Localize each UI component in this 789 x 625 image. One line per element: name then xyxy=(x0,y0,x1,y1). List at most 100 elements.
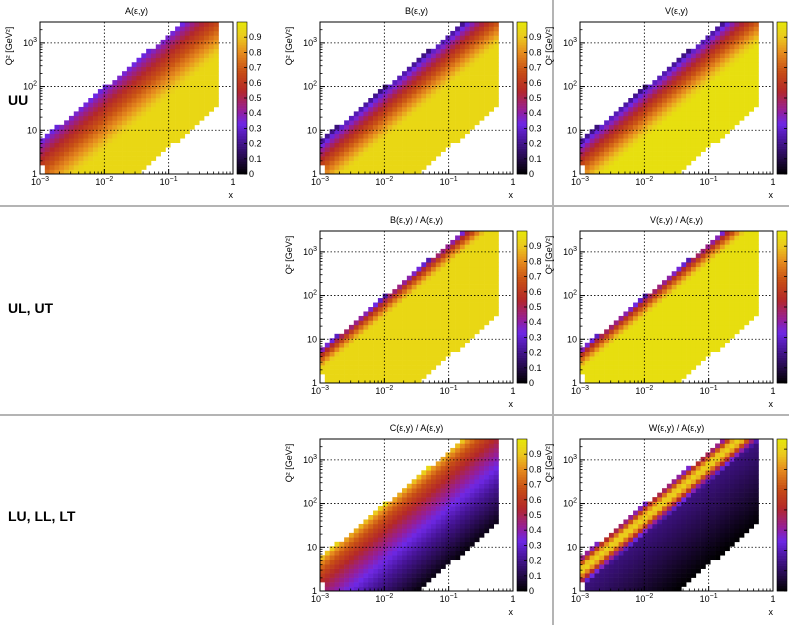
heatmap-cell xyxy=(102,156,108,161)
heatmap-cell xyxy=(455,102,461,108)
heatmap-cell xyxy=(353,577,359,583)
heatmap-cell xyxy=(406,124,412,130)
heatmap-cell xyxy=(122,129,128,135)
heatmap-cell xyxy=(652,329,658,335)
heatmap-cell xyxy=(440,75,446,81)
heatmap-cell xyxy=(753,71,759,76)
heatmap-cell xyxy=(382,84,388,90)
heatmap-cell xyxy=(681,53,687,59)
heatmap-cell xyxy=(387,307,393,312)
heatmap-cell xyxy=(748,89,755,94)
heatmap-cell xyxy=(633,165,639,170)
heatmap-cell xyxy=(753,231,759,236)
heatmap-cell xyxy=(666,160,672,166)
heatmap-cell xyxy=(464,289,470,294)
heatmap-cell xyxy=(348,133,355,139)
heatmap-cell xyxy=(724,57,730,63)
heatmap-cell xyxy=(402,315,408,321)
heatmap-cell xyxy=(435,523,441,529)
heatmap-cell xyxy=(189,120,195,126)
heatmap-cell xyxy=(686,275,692,281)
heatmap-cell xyxy=(382,142,388,148)
heatmap-cell xyxy=(435,57,441,63)
heatmap-cell xyxy=(652,106,658,112)
heatmap-cell xyxy=(102,115,108,121)
heatmap-cell xyxy=(589,347,595,353)
heatmap-cell xyxy=(373,564,379,569)
heatmap-cell xyxy=(719,39,726,45)
heatmap-cell xyxy=(406,360,412,366)
heatmap-cell xyxy=(440,488,446,493)
heatmap-cell xyxy=(700,106,706,112)
heatmap-cell xyxy=(594,151,600,157)
heatmap-cell xyxy=(589,165,595,170)
heatmap-cell xyxy=(710,66,716,72)
heatmap-cell xyxy=(373,582,379,587)
heatmap-cell xyxy=(416,289,422,294)
heatmap-cell xyxy=(368,582,374,587)
heatmap-cell xyxy=(700,62,706,68)
heatmap-cell xyxy=(690,89,697,94)
heatmap-cell xyxy=(484,44,490,50)
color-bar-step xyxy=(517,27,527,30)
heatmap-cell xyxy=(459,102,466,108)
heatmap-cell xyxy=(392,365,398,370)
heatmap-cell xyxy=(618,342,624,348)
heatmap-cell xyxy=(647,365,653,370)
heatmap-cell xyxy=(618,147,624,152)
color-bar-step xyxy=(517,327,527,331)
color-bar-step xyxy=(517,57,527,61)
heatmap-cell xyxy=(729,71,735,76)
heatmap-cell xyxy=(440,44,446,50)
color-bar-step xyxy=(517,98,527,101)
heatmap-cell xyxy=(334,586,340,592)
heatmap-cell xyxy=(377,532,384,538)
heatmap-cell xyxy=(368,586,374,592)
heatmap-cell xyxy=(102,98,108,103)
heatmap-cell xyxy=(382,111,388,117)
heatmap-cell xyxy=(406,147,412,152)
z-tick-label: 0.7 xyxy=(249,63,262,73)
heatmap-cell xyxy=(618,378,624,384)
heatmap-cell xyxy=(464,257,470,263)
heatmap-cell xyxy=(719,262,726,268)
heatmap-cell xyxy=(734,289,740,294)
heatmap-cell xyxy=(647,129,653,135)
heatmap-cell xyxy=(647,160,653,166)
heatmap-cell xyxy=(671,89,677,94)
heatmap-cell xyxy=(155,106,161,112)
heatmap-cell xyxy=(734,39,740,45)
heatmap-cell xyxy=(657,169,663,175)
heatmap-cell xyxy=(353,555,359,561)
color-bar-step xyxy=(777,367,787,371)
heatmap-cell xyxy=(435,98,441,103)
heatmap-cell xyxy=(652,151,658,157)
heatmap-cell xyxy=(170,93,176,99)
heatmap-cell xyxy=(430,156,437,161)
heatmap-cell xyxy=(445,275,451,281)
heatmap-cell xyxy=(676,347,682,353)
heatmap-cell xyxy=(474,53,480,59)
heatmap-cell xyxy=(445,80,451,85)
heatmap-cell xyxy=(373,307,379,312)
heatmap-cell xyxy=(686,351,692,357)
heatmap-cell xyxy=(426,510,432,516)
heatmap-cell xyxy=(421,266,427,272)
heatmap-cell xyxy=(117,124,123,130)
heatmap-cell xyxy=(78,160,84,166)
heatmap-cell xyxy=(368,537,374,543)
heatmap-cell xyxy=(358,586,364,592)
heatmap-cell xyxy=(348,577,355,583)
heatmap-cell xyxy=(344,374,350,379)
heatmap-cell xyxy=(435,257,441,263)
heatmap-cell xyxy=(324,564,330,569)
heatmap-cell xyxy=(464,53,470,59)
heatmap-cell xyxy=(416,586,422,592)
heatmap-cell xyxy=(748,106,755,112)
color-bar-step xyxy=(517,345,527,348)
heatmap-cell xyxy=(155,66,161,72)
heatmap-cell xyxy=(710,89,716,94)
heatmap-cell xyxy=(613,356,619,361)
heatmap-cell xyxy=(662,284,668,290)
heatmap-cell xyxy=(397,156,403,161)
